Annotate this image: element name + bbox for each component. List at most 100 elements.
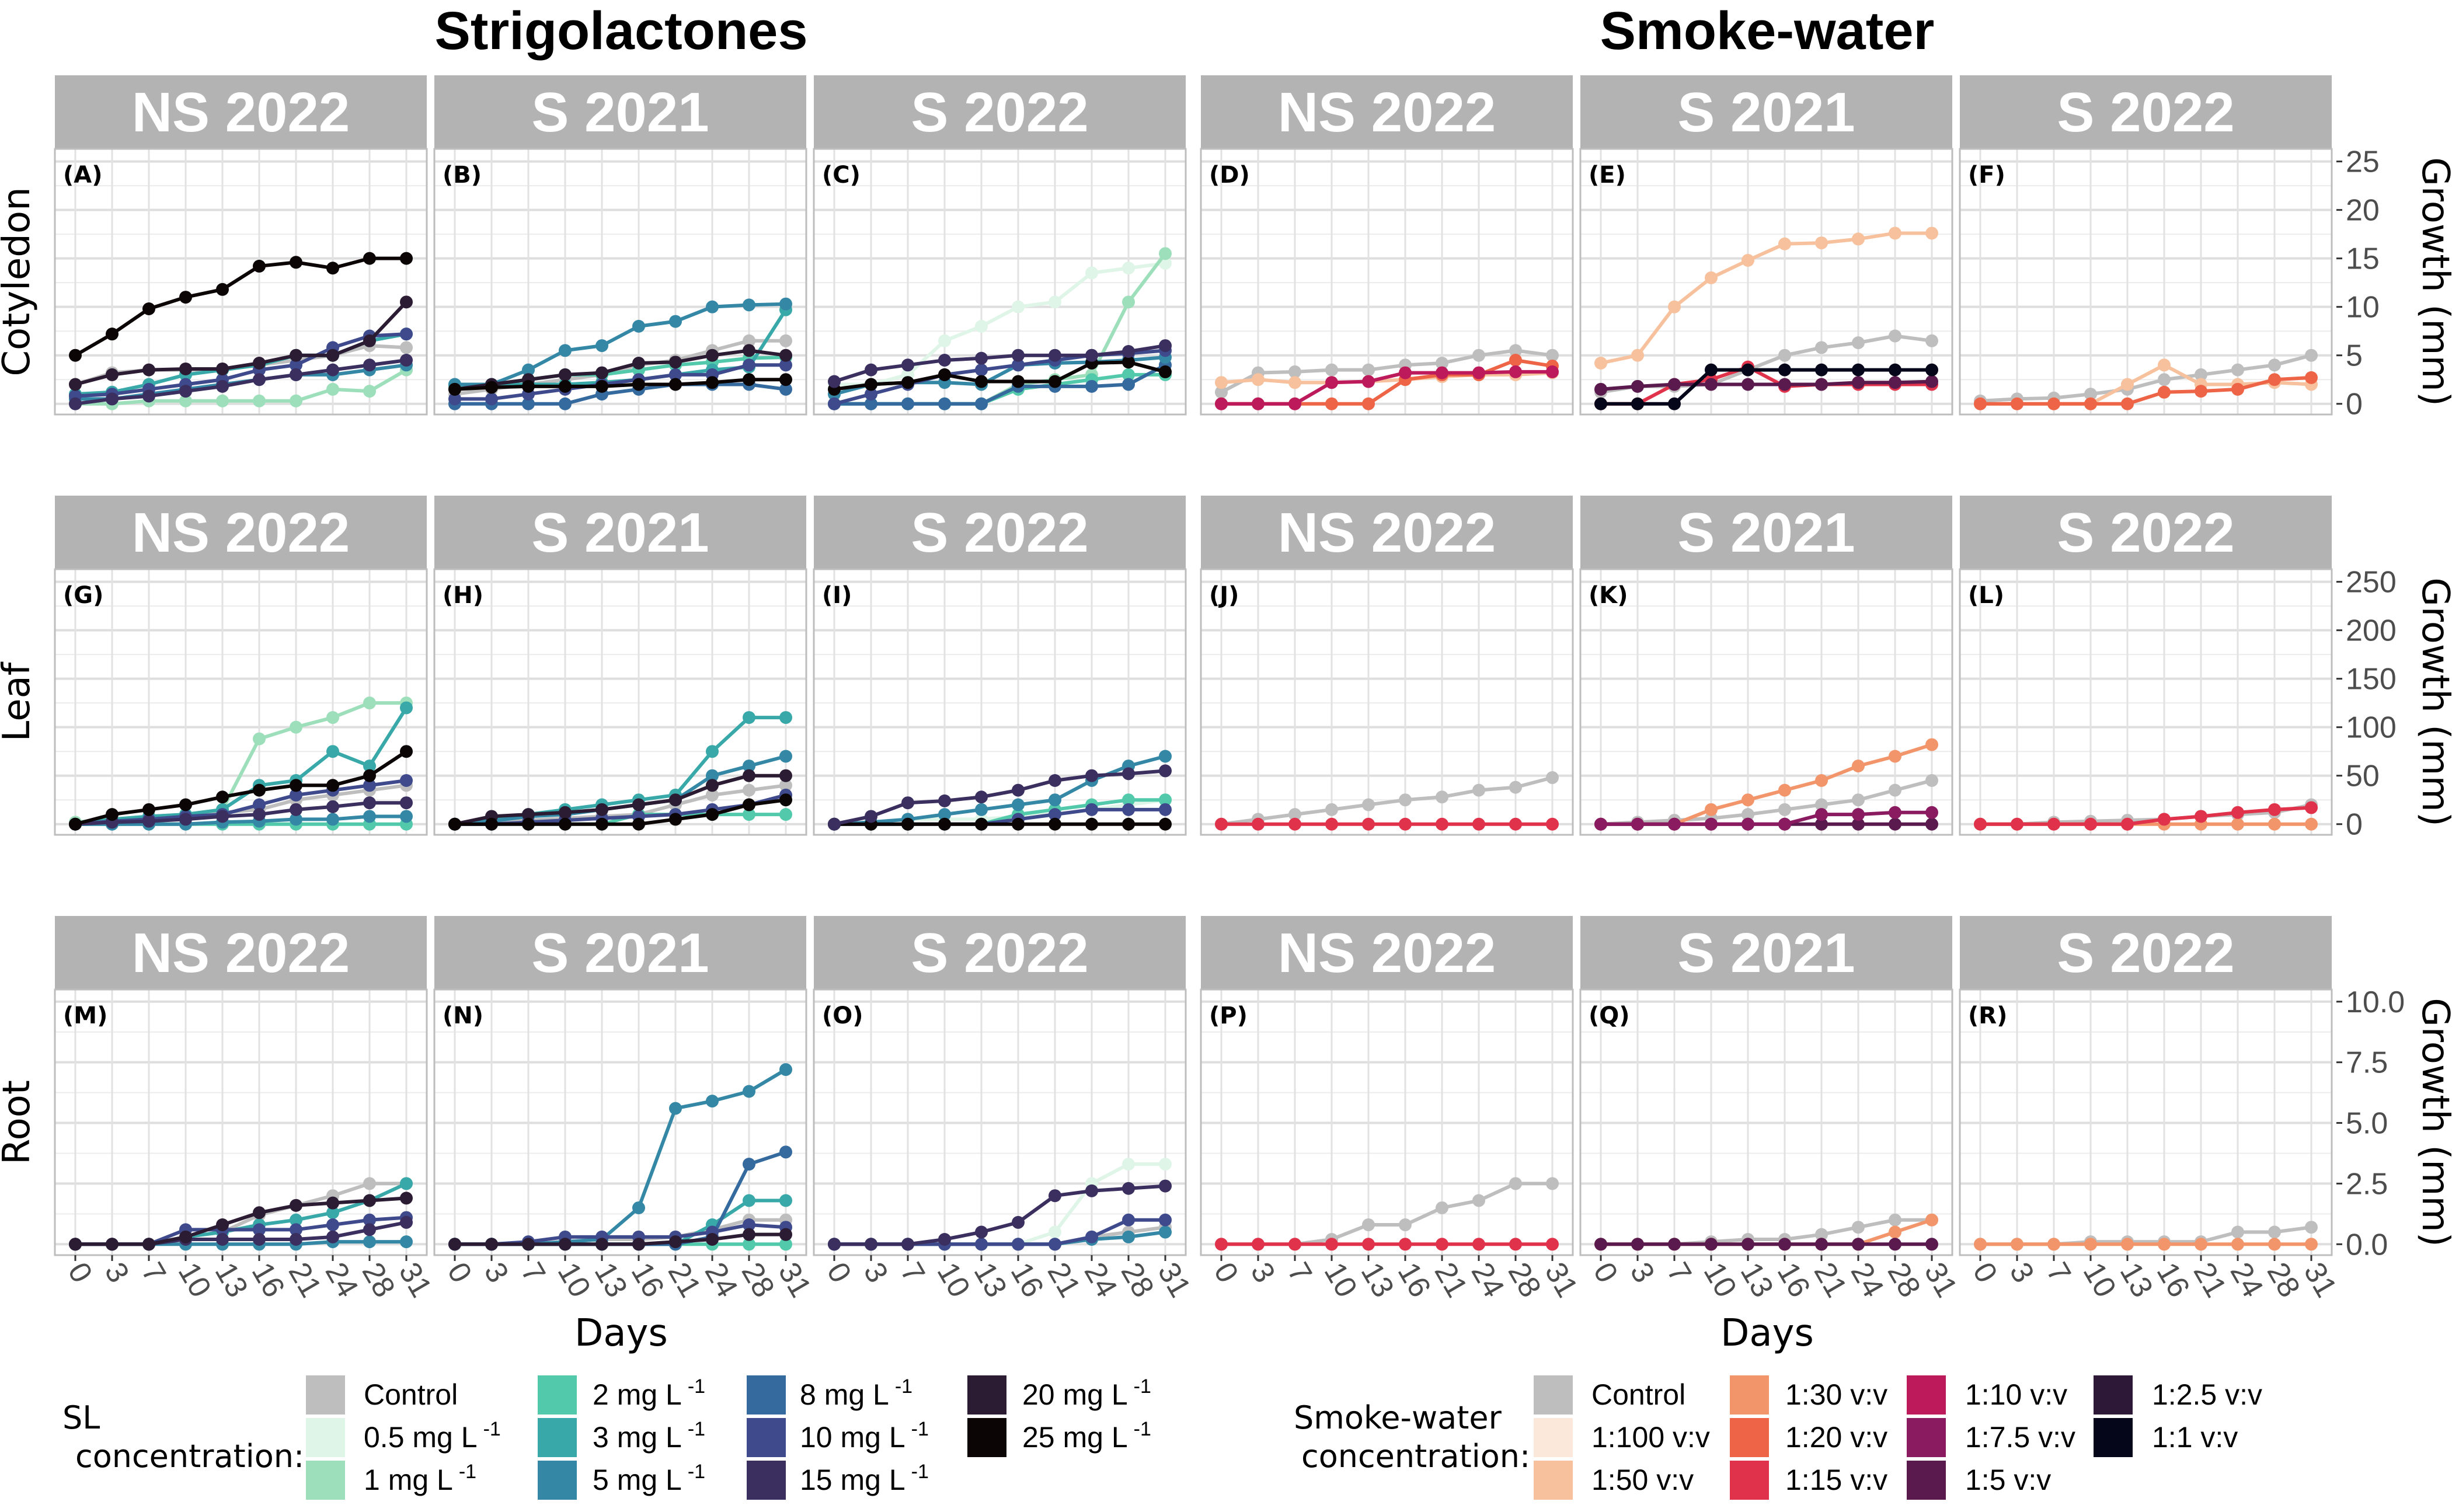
data-point-1 <box>216 394 229 407</box>
facet-strip-label: S 2021 <box>531 81 709 144</box>
data-point-5 <box>595 339 608 353</box>
legend-label-superscript: -1 <box>459 1461 476 1483</box>
plot-background <box>1201 569 1573 835</box>
legend-label: 3 mg L -1 <box>593 1418 705 1454</box>
plot-background <box>1960 569 2332 835</box>
data-point-10 <box>975 363 988 377</box>
data-point-25 <box>743 798 755 811</box>
data-point-25 <box>290 779 302 792</box>
facet-strip <box>1580 75 1952 149</box>
x-tick-label: 10 <box>551 1257 597 1303</box>
series-line-1:50 <box>1221 371 1553 385</box>
data-point-1:50 <box>1889 227 1901 240</box>
x-tick-label: 16 <box>625 1257 671 1303</box>
data-point-20 <box>779 1228 792 1241</box>
data-point-20 <box>179 1230 192 1243</box>
data-point-25 <box>1122 817 1135 831</box>
data-point-15 <box>1122 767 1135 781</box>
data-point-1:7.5 <box>1889 806 1901 819</box>
data-point-Control <box>779 779 792 792</box>
x-tick-label: 21 <box>1807 1257 1854 1303</box>
legend-label-text: 1:50 v:v <box>1591 1464 1694 1496</box>
legend-swatch <box>967 1418 1006 1457</box>
legend-label-superscript: -1 <box>688 1461 705 1483</box>
data-point-10 <box>400 328 413 341</box>
data-point-1:5 <box>1668 1238 1681 1251</box>
data-point-1:1 <box>1705 363 1718 377</box>
data-point-Control <box>1778 349 1791 362</box>
facet-strip <box>1960 75 2332 149</box>
data-point-Control <box>1472 1194 1485 1207</box>
data-point-20 <box>632 1238 645 1251</box>
data-point-1:5 <box>1889 376 1901 389</box>
data-point-20 <box>595 803 608 816</box>
facet-panel: S 2022 (I) <box>813 496 1187 836</box>
facet-panel: S 2021 (H) <box>433 496 807 836</box>
data-point-1:50 <box>1252 373 1265 386</box>
data-point-20 <box>142 1238 155 1251</box>
x-tick-label: 0 <box>61 1257 99 1288</box>
data-point-10 <box>975 1238 988 1251</box>
data-point-1:1 <box>1594 397 1607 410</box>
x-tick-label: 0 <box>820 1257 858 1288</box>
data-point-25 <box>901 376 914 389</box>
x-tick-label: 3 <box>1244 1257 1282 1288</box>
data-point-Control <box>2305 349 2318 362</box>
data-point-0.5 <box>938 334 951 347</box>
data-point-5 <box>975 803 988 816</box>
data-point-25 <box>106 808 119 821</box>
plot-border <box>433 568 807 836</box>
legend-label: 15 mg L -1 <box>800 1461 929 1496</box>
data-point-1:50 <box>2158 358 2171 372</box>
data-point-2 <box>1122 793 1135 807</box>
data-point-1:10 <box>1325 376 1338 389</box>
legend-swatch <box>538 1461 577 1500</box>
legend-label-text: Control <box>364 1378 458 1411</box>
data-point-5 <box>1159 750 1172 763</box>
data-point-2 <box>743 808 755 821</box>
data-point-1:15 <box>2121 817 2134 831</box>
panel-tag: (E) <box>1589 162 1626 189</box>
data-point-15 <box>1049 1189 1061 1203</box>
legend-swatch <box>1730 1375 1769 1415</box>
facet-panel: S 2022 (F) <box>1959 75 2333 416</box>
panel-tag: (G) <box>63 582 103 609</box>
data-point-Control <box>2268 1225 2281 1239</box>
data-point-5 <box>1122 1230 1135 1243</box>
legend-swatch <box>747 1461 786 1500</box>
data-point-25 <box>865 378 877 391</box>
data-point-1:1 <box>1815 363 1828 377</box>
group-title-smoke-water: Smoke-water <box>1600 1 1935 61</box>
data-point-1:5 <box>1668 378 1681 391</box>
data-point-15 <box>975 790 988 804</box>
data-point-20 <box>706 779 719 792</box>
series-line-1:10 <box>1221 370 1552 406</box>
facet-strip-label: S 2021 <box>1677 501 1855 564</box>
data-point-20 <box>706 349 719 362</box>
data-point-Control <box>1815 1228 1828 1241</box>
data-point-Control <box>1852 793 1865 807</box>
data-point-1:30 <box>1815 774 1828 788</box>
legend-label-text: 25 mg L <box>1022 1421 1128 1454</box>
plot-border <box>1959 568 2333 836</box>
data-point-1:20 <box>2231 382 2244 396</box>
data-point-15 <box>363 796 376 810</box>
data-point-10 <box>363 779 376 792</box>
data-point-2 <box>1159 793 1172 807</box>
data-point-1 <box>326 382 339 396</box>
data-point-1:15 <box>1215 1238 1228 1251</box>
data-point-25 <box>179 798 192 811</box>
facet-strip <box>55 75 427 149</box>
data-point-10 <box>1085 803 1098 816</box>
facet-strip <box>1201 75 1573 149</box>
data-point-20 <box>743 344 755 357</box>
data-point-1:30 <box>1889 750 1901 763</box>
data-point-20 <box>69 378 82 391</box>
plot-border <box>1579 568 1953 836</box>
legend-label: 1:30 v:v <box>1785 1378 1887 1411</box>
data-point-1 <box>363 385 376 398</box>
data-point-1:1 <box>1889 363 1901 377</box>
data-point-15 <box>938 1232 951 1246</box>
legend-title: concentration: <box>75 1438 304 1475</box>
series-line-Control <box>1980 353 2312 403</box>
